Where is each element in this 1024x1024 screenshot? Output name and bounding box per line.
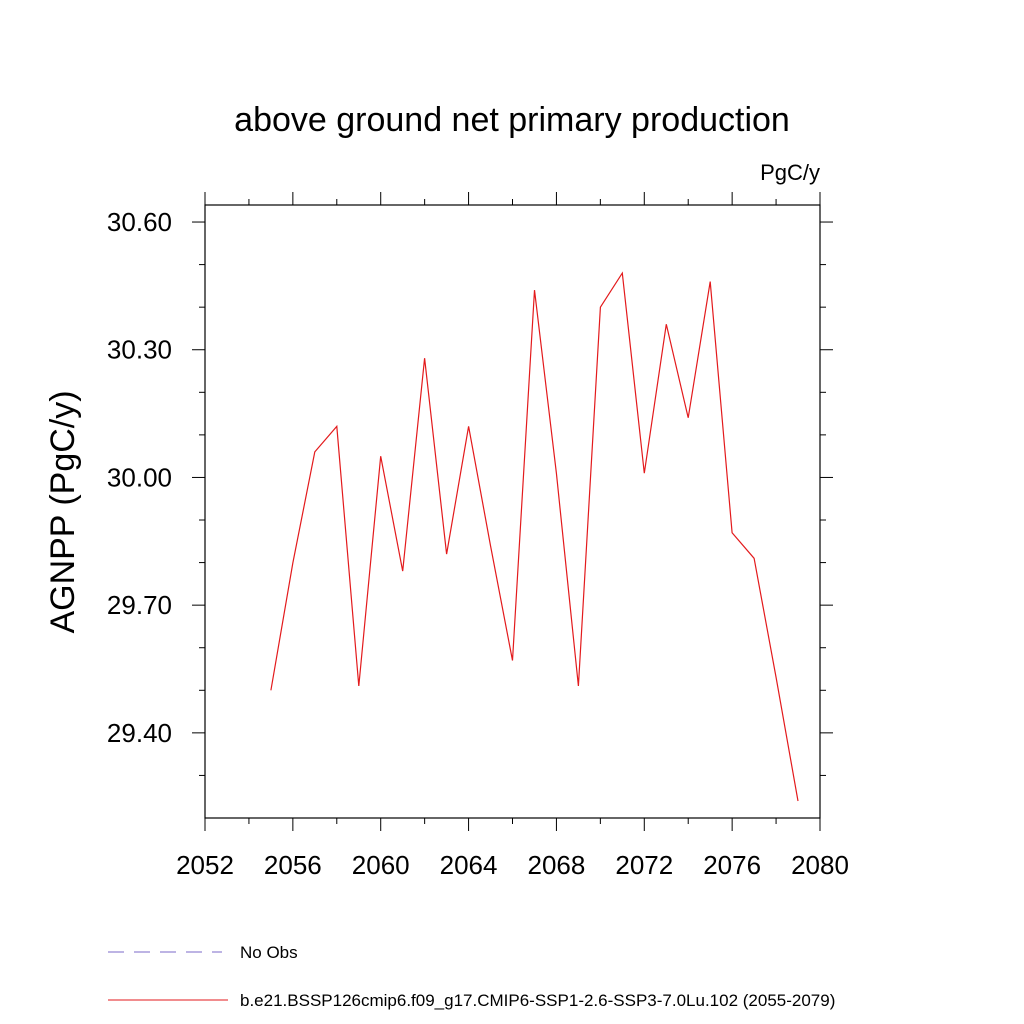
y-tick-label: 29.40 <box>107 718 172 748</box>
x-tick-label: 2056 <box>264 850 322 880</box>
y-tick-label: 30.00 <box>107 462 172 492</box>
x-tick-label: 2080 <box>791 850 849 880</box>
x-tick-label: 2068 <box>528 850 586 880</box>
x-tick-label: 2060 <box>352 850 410 880</box>
y-axis-label: AGNPP (PgC/y) <box>44 390 82 633</box>
y-tick-label: 30.60 <box>107 207 172 237</box>
axes: 2052 2056 2060 2064 2068 2072 2076 2080 29.40 29.… <box>107 192 849 880</box>
y-tick-label: 29.70 <box>107 590 172 620</box>
x-tick-label: 2072 <box>615 850 673 880</box>
legend: No Obs b.e21.BSSP126cmip6.f09_g17.CMIP6-… <box>108 943 835 1010</box>
series-layer <box>270 271 799 802</box>
x-tick-label: 2064 <box>440 850 498 880</box>
chart-title: above ground net primary production <box>234 101 790 139</box>
legend-label-no-obs: No Obs <box>240 943 298 962</box>
series-line <box>270 271 799 802</box>
units-label: PgC/y <box>760 160 820 185</box>
x-tick-label: 2052 <box>176 850 234 880</box>
plot-frame <box>204 204 821 819</box>
y-tick-label: 30.30 <box>107 335 172 365</box>
legend-label-model: b.e21.BSSP126cmip6.f09_g17.CMIP6-SSP1-2.… <box>240 991 835 1010</box>
x-tick-label: 2076 <box>703 850 761 880</box>
